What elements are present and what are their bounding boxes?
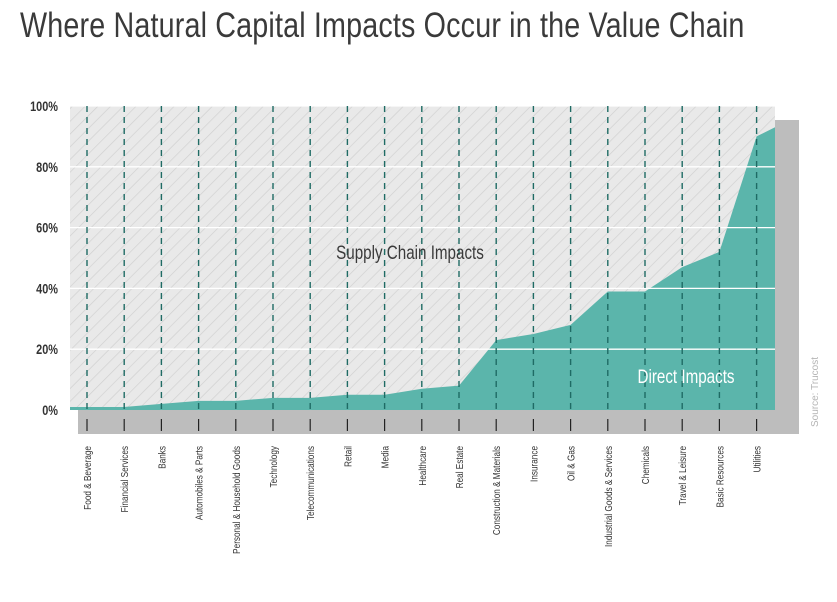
chart-title: Where Natural Capital Impacts Occur in t… (20, 6, 745, 45)
x-tick-label: Food & Beverage (82, 446, 93, 510)
x-tick-label: Chemicals (640, 446, 651, 485)
x-tick-label: Insurance (529, 446, 540, 482)
y-tick-label: 80% (36, 160, 58, 176)
x-tick-label: Healthcare (417, 446, 428, 486)
direct-impacts-label: Direct Impacts (637, 365, 734, 387)
x-tick-label: Financial Services (119, 446, 130, 513)
y-tick-label: 60% (36, 220, 58, 236)
x-tick-label: Oil & Gas (566, 446, 577, 481)
x-tick-label: Technology (268, 446, 279, 488)
x-tick-label: Utilities (752, 446, 763, 473)
x-tick-label: Banks (157, 446, 168, 469)
y-tick-label: 0% (42, 403, 58, 419)
x-tick-label: Media (380, 445, 391, 468)
y-tick-label: 100% (30, 99, 58, 115)
plot-frame-right (775, 120, 799, 434)
x-tick-label: Real Estate (454, 446, 465, 488)
x-tick-label: Automobiles & Parts (194, 446, 205, 521)
x-tick-label: Retail (343, 446, 354, 467)
direct-impacts-area (70, 127, 775, 410)
y-tick-label: 20% (36, 342, 58, 358)
plot-frame-bottom (78, 410, 799, 434)
y-tick-label: 40% (36, 281, 58, 297)
x-tick-label: Basic Resources (715, 446, 726, 508)
source-note: Source: Trucost (810, 357, 821, 427)
x-tick-label: Travel & Leisure (677, 446, 688, 505)
x-tick-label: Personal & Household Goods (231, 446, 242, 554)
x-tick-label: Construction & Materials (491, 446, 502, 536)
supply-chain-label: Supply Chain Impacts (336, 241, 484, 263)
x-tick-label: Industrial Goods & Services (603, 446, 614, 547)
x-tick-label: Telecommunications (305, 446, 316, 521)
